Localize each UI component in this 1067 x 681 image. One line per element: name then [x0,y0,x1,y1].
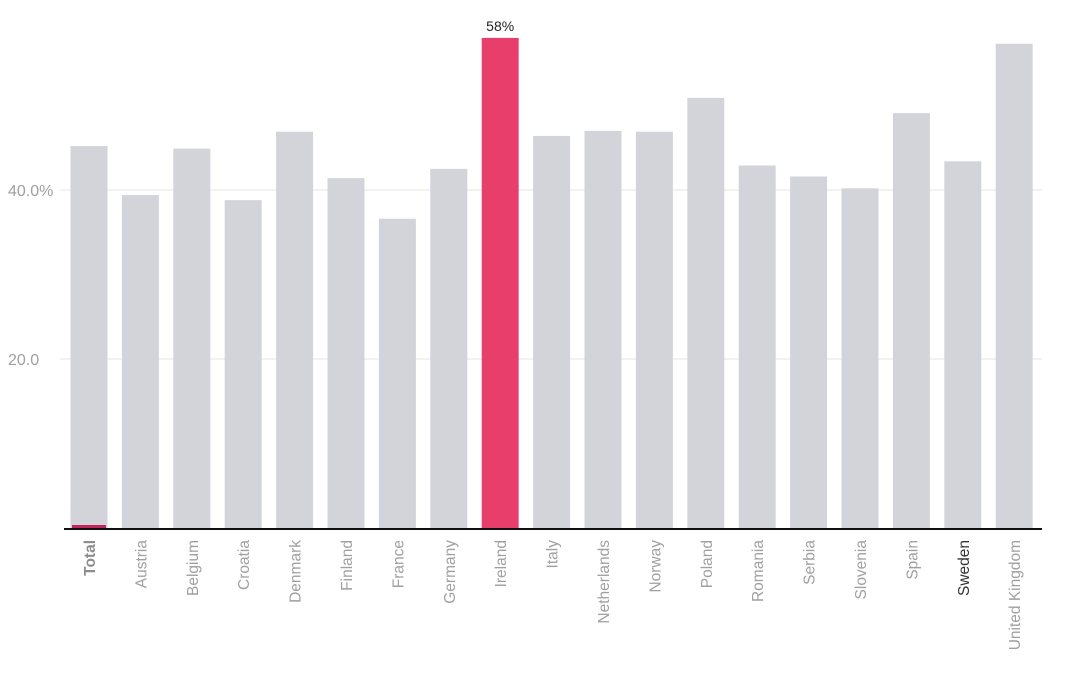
x-tick-label-norway: Norway [647,540,664,593]
x-tick-label-ireland: Ireland [493,540,510,587]
bar-netherlands[interactable] [584,130,622,528]
x-tick-label-germany: Germany [442,540,459,604]
bar-norway[interactable] [635,131,673,528]
bar-france[interactable] [378,218,416,529]
y-tick-label: 20.0 [8,352,39,369]
x-tick-label-slovenia: Slovenia [853,540,870,600]
x-tick-label-serbia: Serbia [802,540,819,585]
x-tick-label-total: Total [82,540,99,576]
x-axis-categories: Total Austria Belgium Croatia Denmark Finland… [82,540,1024,651]
bar-united-kingdom[interactable] [995,43,1033,528]
x-tick-label-france: France [390,540,407,588]
y-axis-ticks: 20.0 40.0% [8,183,53,369]
bar-slovenia[interactable] [841,188,879,528]
bar-ireland[interactable] [481,37,519,529]
bar-germany[interactable] [430,168,468,528]
total-marker [72,525,106,528]
x-tick-label-italy: Italy [545,540,562,569]
bar-finland[interactable] [327,178,365,529]
x-tick-label-croatia: Croatia [236,540,253,590]
x-tick-label-austria: Austria [133,540,150,589]
x-tick-label-netherlands: Netherlands [596,540,613,624]
x-tick-label-sweden: Sweden [956,540,973,596]
bar-spain[interactable] [892,113,930,528]
bars [70,37,1033,529]
bar-sweden[interactable] [944,161,982,528]
bar-croatia[interactable] [224,200,262,528]
bar-poland[interactable] [687,97,725,529]
bar-italy[interactable] [533,135,571,529]
x-tick-label-poland: Poland [699,540,716,588]
bar-total[interactable] [70,146,108,528]
bar-denmark[interactable] [276,131,314,528]
y-tick-label: 40.0% [8,183,53,200]
x-tick-label-united-kingdom: United Kingdom [1007,540,1024,650]
bar-serbia[interactable] [790,176,828,529]
x-tick-label-finland: Finland [339,540,356,591]
x-tick-label-spain: Spain [904,540,921,580]
bar-belgium[interactable] [173,148,211,528]
x-tick-label-belgium: Belgium [185,540,202,596]
x-tick-label-denmark: Denmark [288,540,305,603]
x-tick-label-romania: Romania [750,540,767,602]
bar-austria[interactable] [121,195,159,528]
bar-romania[interactable] [738,165,776,528]
data-label-ireland: 58% [486,18,514,34]
data-labels: 58% [486,18,514,34]
